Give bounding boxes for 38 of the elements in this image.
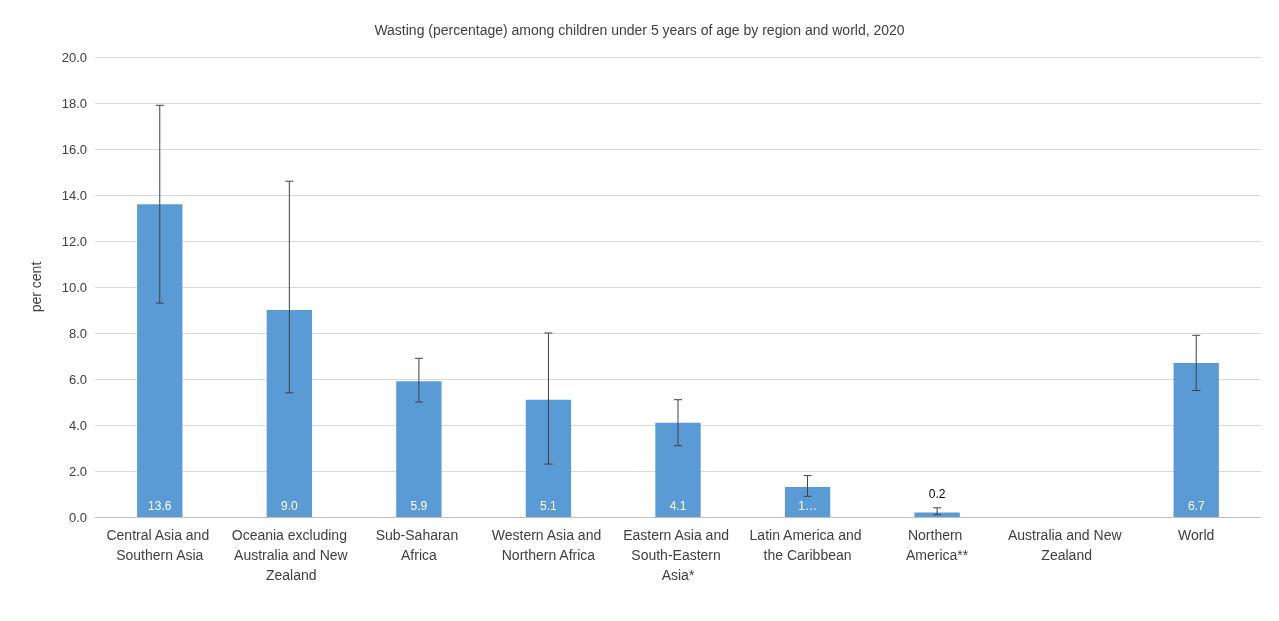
y-tick-label: 14.0 bbox=[61, 187, 87, 203]
y-tick-label: 0.0 bbox=[68, 509, 87, 525]
x-tick-label: Northern America** bbox=[905, 527, 969, 563]
y-tick-label: 6.0 bbox=[68, 371, 87, 387]
data-label: 13.6 bbox=[148, 499, 172, 513]
data-label: 0.2 bbox=[928, 487, 946, 502]
data-label: 6.7 bbox=[1187, 499, 1205, 513]
y-tick-label: 8.0 bbox=[68, 325, 87, 341]
x-tick-label: Australia and New Zealand bbox=[1007, 527, 1126, 563]
x-tick-label: Sub-Saharan Africa bbox=[375, 527, 463, 563]
bar bbox=[1173, 362, 1219, 517]
y-tick-label: 4.0 bbox=[68, 417, 87, 433]
x-tick-label: Latin America and the Caribbean bbox=[749, 527, 866, 563]
y-tick-label: 12.0 bbox=[61, 233, 87, 249]
bar bbox=[525, 399, 572, 517]
bar bbox=[655, 422, 701, 517]
bar bbox=[914, 512, 960, 517]
y-tick-label: 10.0 bbox=[61, 279, 87, 295]
y-axis-title: per cent bbox=[28, 261, 44, 313]
x-tick-label: World bbox=[1178, 527, 1215, 543]
y-tick-label: 16.0 bbox=[61, 141, 87, 157]
bar bbox=[137, 204, 183, 517]
bar bbox=[396, 381, 442, 517]
x-tick-label: Oceania excluding Australia and New Zealand bbox=[230, 527, 349, 583]
bar bbox=[266, 310, 313, 517]
data-label: 4.1 bbox=[669, 499, 687, 513]
data-label: 1… bbox=[798, 499, 817, 513]
x-tick-label: Western Asia and Northern Africa bbox=[491, 527, 606, 563]
y-tick-label: 18.0 bbox=[61, 95, 87, 111]
y-tick-label: 20.0 bbox=[61, 49, 87, 65]
chart-title: Wasting (percentage) among children under 5 years of age by region and world, 2020 bbox=[374, 22, 905, 38]
bar bbox=[784, 487, 831, 517]
data-label: 5.9 bbox=[410, 499, 428, 513]
data-label: 5.1 bbox=[540, 499, 558, 513]
y-tick-label: 2.0 bbox=[68, 463, 87, 479]
x-tick-label: Central Asia and Southern Asia bbox=[106, 527, 214, 563]
data-label: 9.0 bbox=[280, 499, 298, 513]
x-tick-label: Eastern Asia and South-Eastern Asia* bbox=[623, 527, 733, 583]
